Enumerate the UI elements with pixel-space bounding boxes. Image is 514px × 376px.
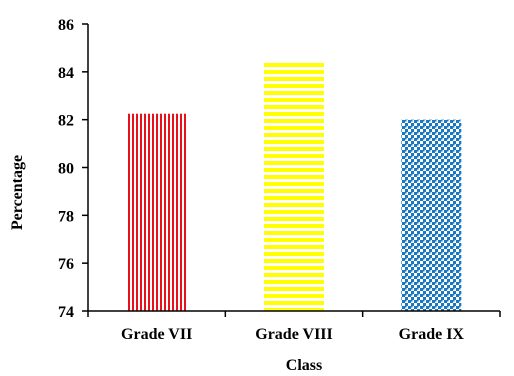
y-axis-ticks: 74 76 78 80 82 84 86 — [58, 17, 88, 321]
x-axis-label: Class — [286, 357, 322, 374]
bars-group — [126, 61, 462, 312]
y-tick-label: 82 — [58, 113, 74, 130]
bar-grade-viii — [264, 61, 324, 312]
x-category-label: Grade VIII — [255, 326, 333, 343]
bar-grade-vii — [126, 113, 187, 311]
y-axis-label: Percentage — [9, 155, 26, 230]
y-tick-label: 76 — [58, 256, 74, 273]
y-tick-label: 80 — [58, 161, 74, 178]
y-tick-label: 74 — [58, 304, 74, 321]
y-tick-label: 84 — [58, 65, 74, 82]
x-category-label: Grade VII — [121, 326, 192, 343]
y-tick-label: 78 — [58, 208, 74, 225]
bar-grade-ix — [401, 119, 462, 312]
x-category-label: Grade IX — [399, 326, 465, 343]
x-axis-categories: Grade VII Grade VIII Grade IX — [87, 311, 501, 343]
y-tick-label: 86 — [58, 17, 74, 34]
